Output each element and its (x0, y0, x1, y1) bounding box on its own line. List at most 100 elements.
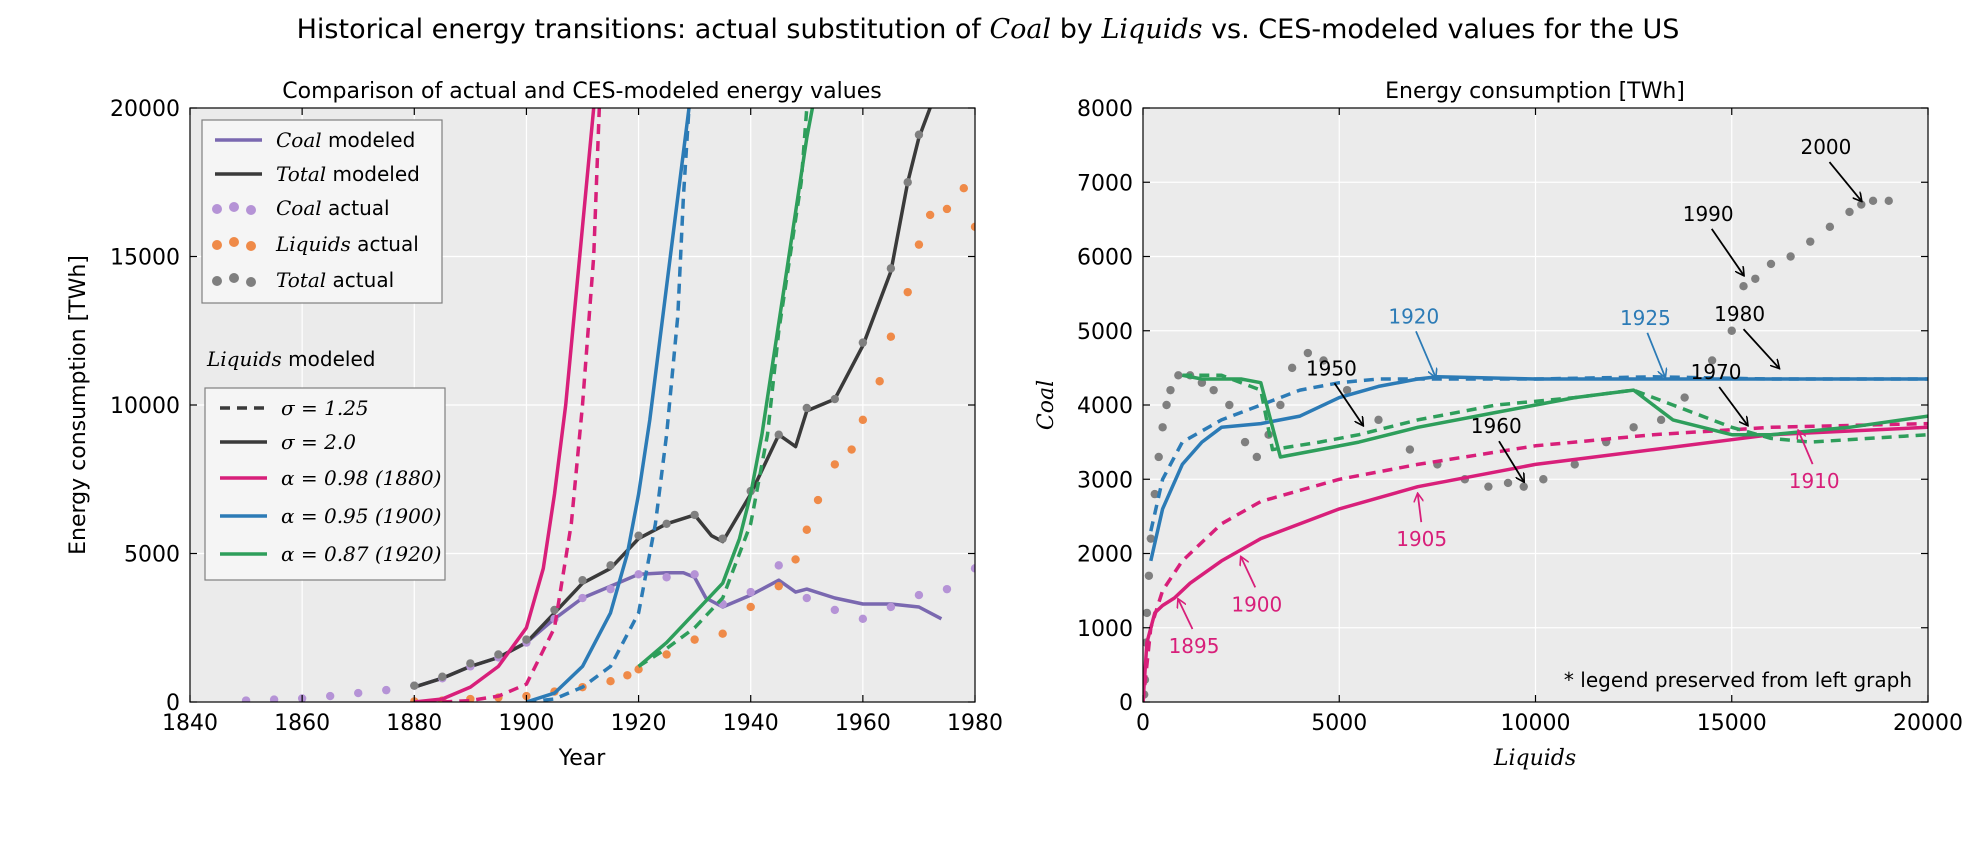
data-point (802, 403, 811, 413)
legend-top-box (201, 119, 443, 304)
data-point (662, 650, 671, 659)
annotation-arrow (1718, 386, 1747, 425)
left-series-8-line (526, 108, 691, 702)
data-point (903, 178, 912, 187)
data-point (970, 222, 975, 231)
data-point (1240, 437, 1250, 447)
x-tick-label: 1900 (498, 711, 554, 736)
data-point (914, 130, 924, 139)
y-tick-label: 5000 (1077, 320, 1133, 345)
data-point (550, 605, 559, 615)
y-tick-label: 10000 (110, 394, 180, 419)
data-point (1143, 608, 1152, 618)
data-point (1484, 482, 1493, 491)
left-x-axis-label: Year (558, 746, 607, 771)
annotation-1970: 1970 (1691, 360, 1748, 425)
data-point (1539, 475, 1548, 484)
y-tick-label: 20000 (110, 97, 180, 122)
legend-top-entry-2: Coal actual (212, 196, 390, 220)
left-series-3-points (410, 183, 975, 702)
data-point (813, 495, 823, 505)
legend-top-entry-0: Coal modeled (215, 128, 415, 152)
x-tick-label: 1880 (386, 711, 442, 736)
legend-label: Coal actual (276, 196, 390, 220)
legend-text: actual (322, 196, 390, 220)
annotation-1905: 1905 (1396, 494, 1447, 551)
left-panel-title: Comparison of actual and CES-modeled ene… (282, 79, 881, 104)
right-panel: 0 5000 10000 15000 20000 0 1000 2000 3000 4000 500… (1034, 79, 1963, 771)
legend-label: α = 0.98 (1880) (281, 466, 441, 490)
annotation-arrow (1646, 332, 1665, 377)
legend-top-entry-3: Liquids actual (212, 232, 419, 256)
left-y-axis-label: Energy consumption [TWh] (66, 255, 91, 555)
data-point (847, 445, 856, 454)
data-point (914, 240, 924, 249)
legend-label: σ = 1.25 (281, 396, 369, 420)
data-point (1154, 452, 1163, 462)
legend-top: Coal modeled Total modeled Coal actual L… (201, 119, 443, 304)
y-tick-label: 7000 (1077, 171, 1133, 196)
data-point (746, 602, 755, 612)
data-point (1857, 200, 1866, 209)
data-point (623, 671, 632, 680)
legend-bottom-entry-3: α = 0.95 (1900) (220, 504, 441, 528)
data-point (578, 576, 587, 585)
legend-dot (212, 276, 222, 286)
legend-dot (246, 205, 256, 215)
right-series-0-points (1143, 196, 1893, 699)
y-tick-label: 3000 (1077, 468, 1133, 493)
legend-dot (229, 237, 239, 247)
x-tick-label: 1920 (611, 711, 667, 736)
data-point (606, 677, 615, 686)
legend-text: actual (326, 268, 394, 292)
data-point (970, 564, 975, 573)
data-point (858, 415, 868, 425)
data-point (494, 650, 503, 659)
data-point (875, 377, 884, 386)
legend-bottom-entry-4: α = 0.87 (1920) (220, 542, 441, 566)
legend-label: α = 0.87 (1920) (281, 542, 441, 566)
legend-bottom-entry-0: σ = 1.25 (220, 396, 369, 420)
data-point (354, 688, 363, 698)
data-point (959, 183, 968, 193)
right-panel-title: Energy consumption [TWh] (1385, 79, 1685, 104)
data-point (1225, 400, 1234, 410)
data-point (1656, 415, 1666, 425)
y-tick-label: 8000 (1077, 97, 1133, 122)
annotation-arrow (1710, 228, 1744, 275)
legend-bottom-entry-1: σ = 2.0 (220, 430, 356, 454)
y-tick-label: 4000 (1077, 394, 1133, 419)
data-point (1405, 445, 1415, 454)
data-point (903, 287, 912, 297)
x-tick-label: 10000 (1501, 711, 1571, 736)
data-point (1303, 348, 1313, 358)
left-series-4-points (410, 130, 924, 690)
right-y-axis-label: Coal (1034, 380, 1059, 430)
annotation-label: 1980 (1714, 302, 1765, 326)
data-point (1570, 460, 1579, 469)
right-series-6-line (1182, 373, 1928, 452)
data-point (925, 210, 935, 220)
legend-text: modeled (322, 128, 416, 152)
annotation-label: 1900 (1231, 592, 1282, 616)
right-annotations: 2000 1990 1980 1970 1960 1950 1920 1925 1910 1905… (1169, 135, 1862, 658)
legend-label: σ = 2.0 (281, 430, 356, 454)
legend-dot (229, 202, 239, 212)
right-note: * legend preserved from left graph (1564, 668, 1912, 692)
data-point (1276, 400, 1285, 410)
figure-title-coal: Coal (990, 14, 1052, 45)
data-point (634, 570, 643, 579)
data-point (830, 605, 840, 615)
legend-math: Coal (276, 196, 322, 220)
data-point (914, 590, 924, 600)
left-ticks: 1840 1860 1880 1900 1920 1940 1960 1980 0 5000 100… (110, 97, 1003, 736)
legend-bottom-title: Liquids modeled (206, 347, 375, 371)
data-point (774, 561, 783, 570)
data-point (466, 659, 475, 668)
data-point (774, 430, 783, 439)
x-tick-label: 1860 (274, 711, 330, 736)
y-tick-label: 15000 (110, 246, 180, 271)
y-tick-label: 1000 (1077, 617, 1133, 642)
figure-title-by: by (1051, 14, 1101, 45)
